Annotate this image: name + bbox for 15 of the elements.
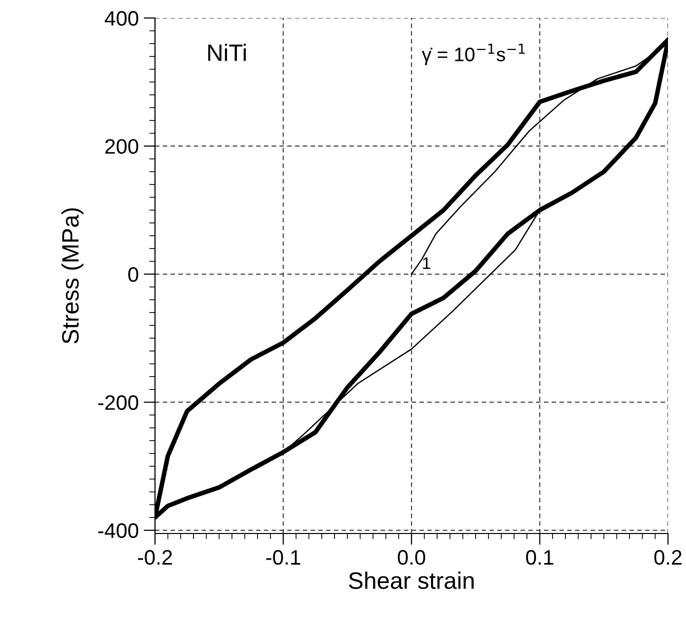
y-tick-label: -200 bbox=[98, 395, 138, 410]
annotation: 1 bbox=[423, 257, 430, 269]
x-tick-label: -0.1 bbox=[266, 550, 300, 565]
x-tick-label: 0.2 bbox=[654, 550, 682, 565]
y-axis-title: Stress (MPa) bbox=[61, 208, 84, 344]
x-axis-title: Shear strain bbox=[348, 572, 474, 590]
y-tick-label: -400 bbox=[98, 523, 138, 538]
x-tick-label: -0.2 bbox=[138, 550, 172, 565]
y-tick-label: 200 bbox=[105, 139, 138, 154]
y-tick-label: 400 bbox=[104, 11, 138, 26]
y-tick-label: 0 bbox=[128, 267, 138, 282]
annotation: γ̇ = 10$^{−1}$s$^{−1}$ bbox=[422, 44, 525, 66]
x-tick-label: 0.1 bbox=[526, 550, 554, 565]
x-tick-label: 0.0 bbox=[398, 550, 426, 565]
annotation: NiTi bbox=[208, 44, 246, 61]
